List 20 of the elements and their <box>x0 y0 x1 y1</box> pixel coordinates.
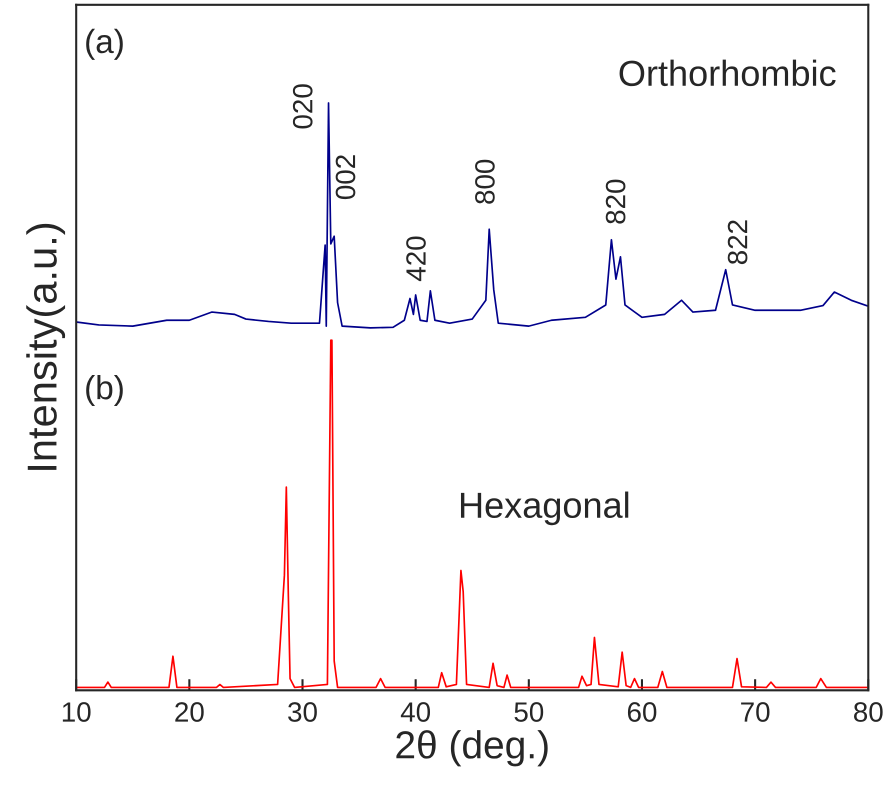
annotation: 020 <box>292 84 313 128</box>
annotation: 420 <box>406 236 426 282</box>
annotation: Hexagonal <box>460 492 628 526</box>
y-axis-title: Intensity(a.u.) <box>26 224 66 470</box>
x-tick-label: 30 <box>288 702 317 722</box>
x-tick-label: 80 <box>854 702 883 722</box>
x-tick-label: 40 <box>400 702 430 722</box>
text: Orthorhombic <box>620 60 836 86</box>
x-tick-label: 60 <box>628 702 656 722</box>
x-tick-label: 50 <box>514 702 544 722</box>
x-axis-title: 2θ (deg.) <box>396 730 548 766</box>
annotation: 822 <box>728 220 748 264</box>
x-tick-label: 70 <box>741 702 770 722</box>
text: (a) <box>86 28 123 60</box>
annotation: 002 <box>336 155 356 200</box>
annotation: 820 <box>606 180 626 224</box>
annotation: 800 <box>475 160 495 204</box>
annotation: (b) <box>86 374 123 406</box>
x-tick-label: 10 <box>62 702 91 722</box>
x-tick-label: 20 <box>175 702 204 722</box>
